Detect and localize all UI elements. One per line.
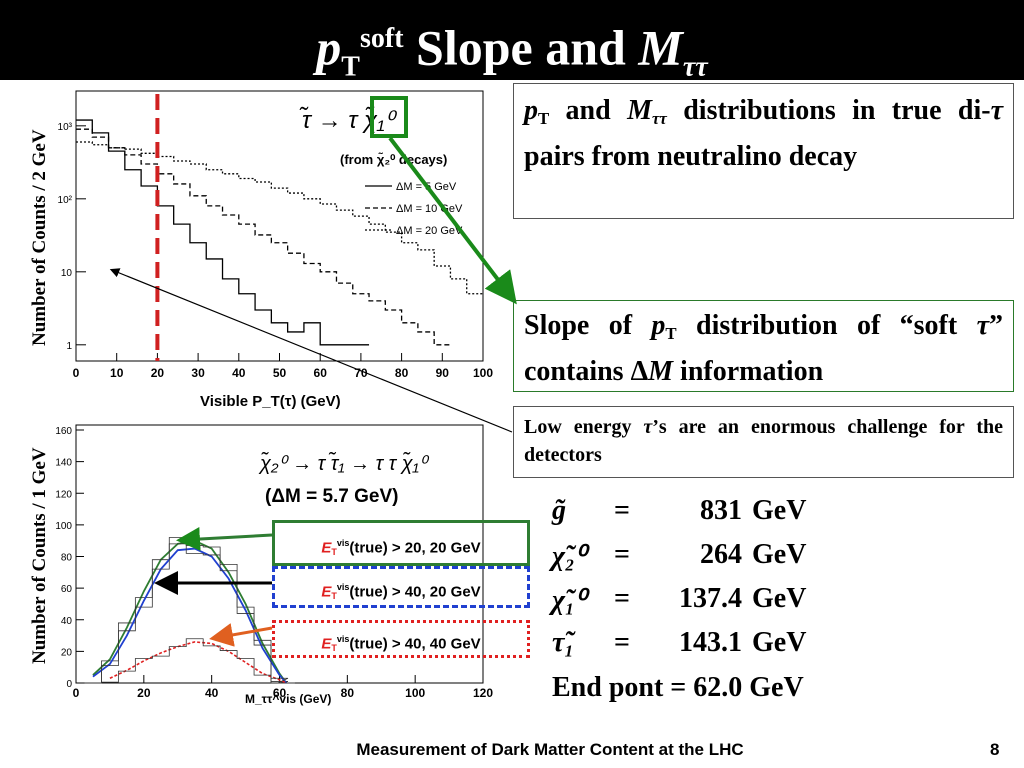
endpoint-value: End pont = 62.0 GeV [552, 672, 804, 703]
mass-row-chi1: χ̃₁⁰ = 137.4 GeV [552, 583, 807, 616]
legend-cut-20-20: ETvis(true) > 20, 20 GeV [272, 520, 530, 566]
series-line [76, 128, 451, 346]
x-tick-label: 20 [151, 366, 165, 380]
x-tick-label: 40 [232, 366, 246, 380]
title-bar [0, 0, 1024, 80]
info-box-distributions: pT and Mττ distributions in true di-τ pa… [513, 83, 1014, 219]
decay-label: τ̃ → τ χ̃₁⁰ [299, 107, 398, 134]
x-tick-label: 120 [473, 686, 493, 700]
y-tick-label: 20 [61, 647, 73, 658]
delta-m-label: (ΔM = 5.7 GeV) [265, 486, 399, 507]
y-tick-label: 40 [61, 616, 73, 627]
legend-cut-40-40: ETvis(true) > 40, 40 GeV [272, 620, 530, 658]
bottom-histogram: 0 20 40 60 80 100 120 0 20 40 60 80 100 120 140 160 χ̃₂… [55, 424, 493, 706]
y-tick-label: 80 [61, 553, 73, 564]
y-tick-label: 160 [55, 426, 72, 437]
x-tick-label: 60 [273, 686, 287, 700]
legend-label: ΔM = 20 GeV [396, 225, 463, 237]
legend-label: ΔM = 5 GeV [396, 181, 457, 193]
x-axis-label: M_ττ^vis (GeV) [245, 692, 331, 706]
y-tick-label: 60 [61, 584, 73, 595]
histogram-steps [101, 638, 295, 684]
y-tick-label: 140 [55, 458, 72, 469]
x-tick-label: 60 [314, 366, 328, 380]
histogram-steps [84, 543, 295, 684]
tau-highlight [370, 96, 408, 138]
y-tick-label: 10 [61, 268, 73, 279]
y-tick-label: 120 [55, 489, 72, 500]
y-axis-label-top: Number of Counts / 2 GeV [29, 129, 50, 346]
page-number: 8 [990, 740, 1000, 759]
x-tick-label: 20 [137, 686, 151, 700]
from-label: (from χ̃₂⁰ decays) [340, 152, 447, 167]
slide-title: pTsoft Slope and Mττ [316, 19, 708, 83]
x-tick-label: 100 [405, 686, 425, 700]
y-tick-label: 1 [66, 341, 72, 352]
series-line [76, 141, 483, 295]
mass-table: g̃ = 831 GeV χ̃₂⁰ = 264 GeV χ̃₁⁰ = 137.4 GeV τ̃₁ =… [552, 495, 832, 671]
x-tick-label: 40 [205, 686, 219, 700]
legend-label: ΔM = 10 GeV [396, 203, 463, 215]
x-axis-label: Visible P_T(τ) (GeV) [200, 393, 341, 410]
x-tick-label: 100 [473, 366, 493, 380]
legend-cut-40-20: ETvis(true) > 40, 20 GeV [272, 566, 530, 608]
mass-row-stau: τ̃₁ = 143.1 GeV [552, 627, 807, 658]
x-tick-label: 0 [73, 366, 80, 380]
x-tick-label: 50 [273, 366, 287, 380]
x-tick-label: 10 [110, 366, 124, 380]
y-tick-label: 0 [66, 679, 72, 690]
x-tick-label: 0 [73, 686, 80, 700]
decay-chain-label: χ̃₂⁰ → τ τ̃₁ → τ τ χ̃₁⁰ [258, 451, 430, 475]
y-tick-label: 10³ [58, 122, 73, 133]
mass-row-chi2: χ̃₂⁰ = 264 GeV [552, 539, 807, 572]
info-box-slope: Slope of pT distribution of “soft τ” con… [513, 300, 1014, 392]
x-tick-label: 30 [191, 366, 205, 380]
x-tick-label: 80 [341, 686, 355, 700]
x-tick-label: 90 [436, 366, 450, 380]
mass-row-gluino: g̃ = 831 GeV [552, 495, 807, 526]
x-tick-label: 80 [395, 366, 409, 380]
footer-title: Measurement of Dark Matter Content at th… [356, 740, 744, 759]
y-tick-label: 100 [55, 521, 72, 532]
y-axis-label-bottom: Number of Counts / 1 GeV [29, 447, 50, 664]
x-tick-label: 70 [354, 366, 368, 380]
y-tick-label: 10² [58, 195, 73, 206]
info-box-low-energy: Low energy τ’s are an enormous challenge… [513, 406, 1014, 478]
